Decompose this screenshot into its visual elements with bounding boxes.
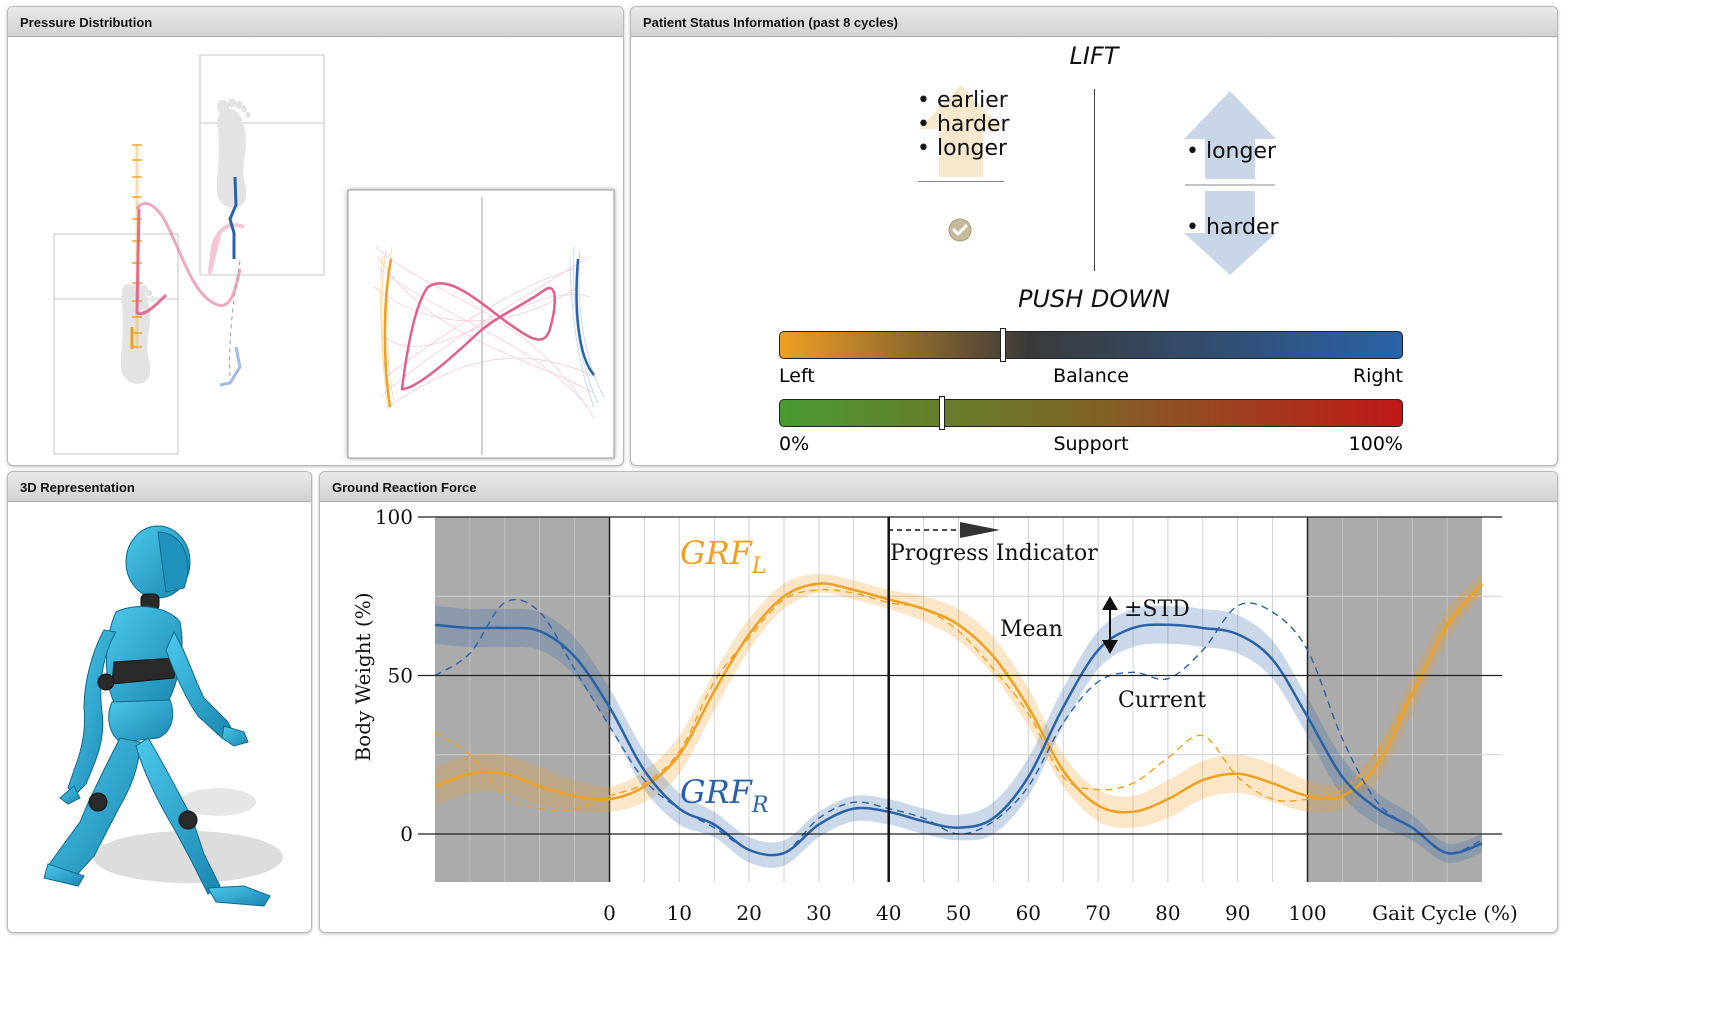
grf-chart-svg: 0 50 100 0 10 20 30 40 50 60 70 80 90 100 Body Weight… (351, 505, 1518, 925)
grf-l-mean-line (434, 582, 1483, 814)
left-foot-box (53, 233, 179, 455)
panel-header: Ground Reaction Force (320, 472, 1557, 502)
y-tick-label: 100 (375, 505, 413, 529)
progress-arrow-icon (888, 522, 1000, 538)
std-label: ±STD (1124, 597, 1190, 622)
left-lift-item: • earlier (917, 88, 1008, 113)
right-arrows-icon (1184, 91, 1276, 275)
swing-phase-shade (1307, 517, 1482, 882)
x-tick-label: 80 (1155, 901, 1180, 925)
ground-reaction-force-panel: Ground Reaction Force 0 50 100 0 10 20 30 40 50 6… (319, 471, 1558, 933)
left-lift-underline (918, 181, 1004, 182)
3d-viewport[interactable] (8, 502, 311, 932)
x-tick-label: 60 (1016, 901, 1041, 925)
panel-title: 3D Representation (20, 480, 135, 495)
x-tick-label: 40 (876, 901, 901, 925)
grf-r-label: GRFR (680, 773, 768, 818)
swing-phase-shade (435, 517, 610, 882)
pressure-distribution-panel: Pressure Distribution (7, 6, 624, 466)
lift-label: LIFT (1069, 42, 1119, 70)
right-push-item: • harder (1186, 215, 1279, 240)
support-right-label: 100% (1348, 433, 1403, 455)
panel-title: Pressure Distribution (20, 15, 153, 30)
left-footprint-icon (120, 282, 156, 384)
balance-right-label: Right (1352, 365, 1403, 387)
status-body: LIFT • earlier • harder • longer • longe… (631, 37, 1557, 465)
panel-header: Pressure Distribution (8, 7, 623, 37)
balance-left-label: Left (779, 365, 815, 387)
pressure-plot (8, 37, 623, 465)
right-lift-item: • longer (1186, 139, 1277, 164)
balance-center-label: Balance (1053, 365, 1129, 387)
right-foot-box (199, 54, 325, 276)
panel-title: Ground Reaction Force (332, 480, 477, 495)
support-center-label: Support (1053, 433, 1129, 455)
grf-r-mean-line (434, 623, 1483, 857)
left-lift-item: • harder (917, 112, 1010, 137)
x-tick-label: 0 (603, 901, 616, 925)
y-axis-label: Body Weight (%) (351, 592, 375, 761)
right-footprint-icon (216, 98, 251, 208)
grf-chart: 0 50 100 0 10 20 30 40 50 60 70 80 90 100 Body Weight… (320, 502, 1557, 932)
balance-bar (779, 331, 1403, 359)
y-tick-label: 0 (400, 822, 413, 846)
push-down-label: PUSH DOWN (1017, 285, 1170, 313)
progress-indicator-label: Progress Indicator (890, 541, 1098, 566)
x-tick-label: 30 (806, 901, 831, 925)
x-tick-label: 10 (667, 901, 692, 925)
pressure-plot-svg (53, 54, 615, 459)
x-axis-label: Gait Cycle (%) (1372, 901, 1518, 925)
left-lift-item: • longer (917, 136, 1008, 161)
grf-l-label: GRFL (680, 534, 766, 579)
mean-label: Mean (1000, 617, 1063, 642)
y-tick-label: 50 (388, 664, 413, 688)
cop-butterfly-inset (347, 189, 615, 459)
walking-figure-icon (43, 525, 283, 907)
patient-status-panel: Patient Status Information (past 8 cycle… (630, 6, 1558, 466)
std-double-arrow-icon (1102, 596, 1118, 654)
left-lift-items: • earlier • harder • longer (917, 89, 1010, 161)
grf-l-std-band (435, 574, 1482, 828)
x-tick-label: 70 (1085, 901, 1110, 925)
grf-r-text: GRF (680, 773, 754, 811)
support-bar (779, 399, 1403, 427)
x-tick-label: 50 (946, 901, 971, 925)
support-left-label: 0% (779, 433, 810, 455)
vertical-divider (1094, 89, 1095, 271)
left-lift-up-arrow-icon (919, 85, 1003, 177)
grf-l-text: GRF (680, 534, 754, 572)
grf-r-subscript: R (751, 793, 769, 818)
grf-l-subscript: L (751, 554, 767, 579)
grf-l-current-line (434, 588, 1483, 811)
support-marker[interactable] (939, 396, 945, 430)
3d-representation-panel: 3D Representation (7, 471, 312, 933)
panel-header: 3D Representation (8, 472, 311, 502)
x-tick-label: 90 (1225, 901, 1250, 925)
right-cop-trace (219, 176, 242, 387)
panel-header: Patient Status Information (past 8 cycle… (631, 7, 1557, 37)
check-circle-icon (948, 218, 972, 242)
balance-marker[interactable] (1000, 328, 1006, 362)
panel-title: Patient Status Information (past 8 cycle… (643, 15, 899, 30)
x-tick-label: 100 (1288, 901, 1326, 925)
x-tick-label: 20 (736, 901, 761, 925)
current-label: Current (1118, 688, 1206, 713)
